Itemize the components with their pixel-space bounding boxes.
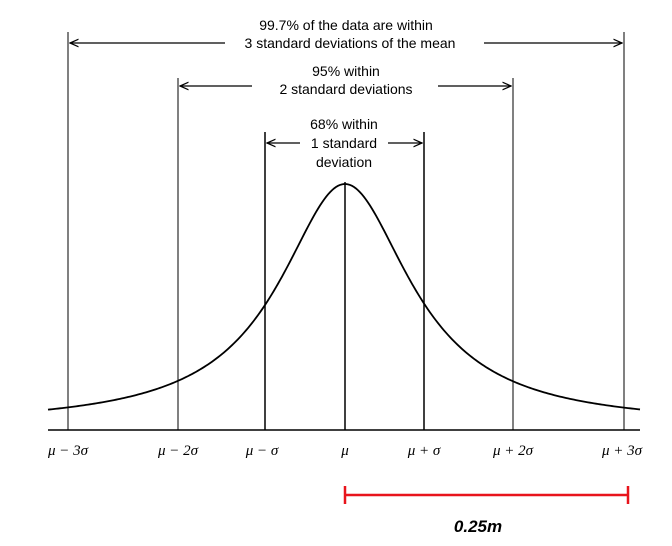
axis-label-mu-minus-sigma: μ − σ [245, 443, 279, 459]
sigma3-text-line1: 99.7% of the data are within [259, 17, 433, 33]
sigma2-text-line2: 2 standard deviations [279, 81, 412, 97]
axis-label-mu-plus-sigma: μ + σ [407, 443, 441, 459]
axis-label-mu: μ [340, 443, 349, 459]
sigma1-text-line2: 1 standard [311, 135, 377, 151]
sigma3-text-line2: 3 standard deviations of the mean [245, 35, 456, 51]
axis-label-mu-minus-3sigma: μ − 3σ [47, 443, 89, 459]
bell-curve [47, 183, 641, 411]
sigma1-text-line1: 68% within [310, 116, 378, 132]
sigma2-text-line1: 95% within [312, 63, 380, 79]
scale-bar-label: 0.25m [454, 517, 502, 536]
axis-label-mu-minus-2sigma: μ − 2σ [157, 443, 199, 459]
axis-label-mu-plus-2sigma: μ + 2σ [492, 443, 534, 459]
sigma1-text-line3: deviation [316, 154, 372, 170]
axis-label-mu-plus-3sigma: μ + 3σ [601, 443, 643, 459]
scale-bar [343, 486, 630, 504]
